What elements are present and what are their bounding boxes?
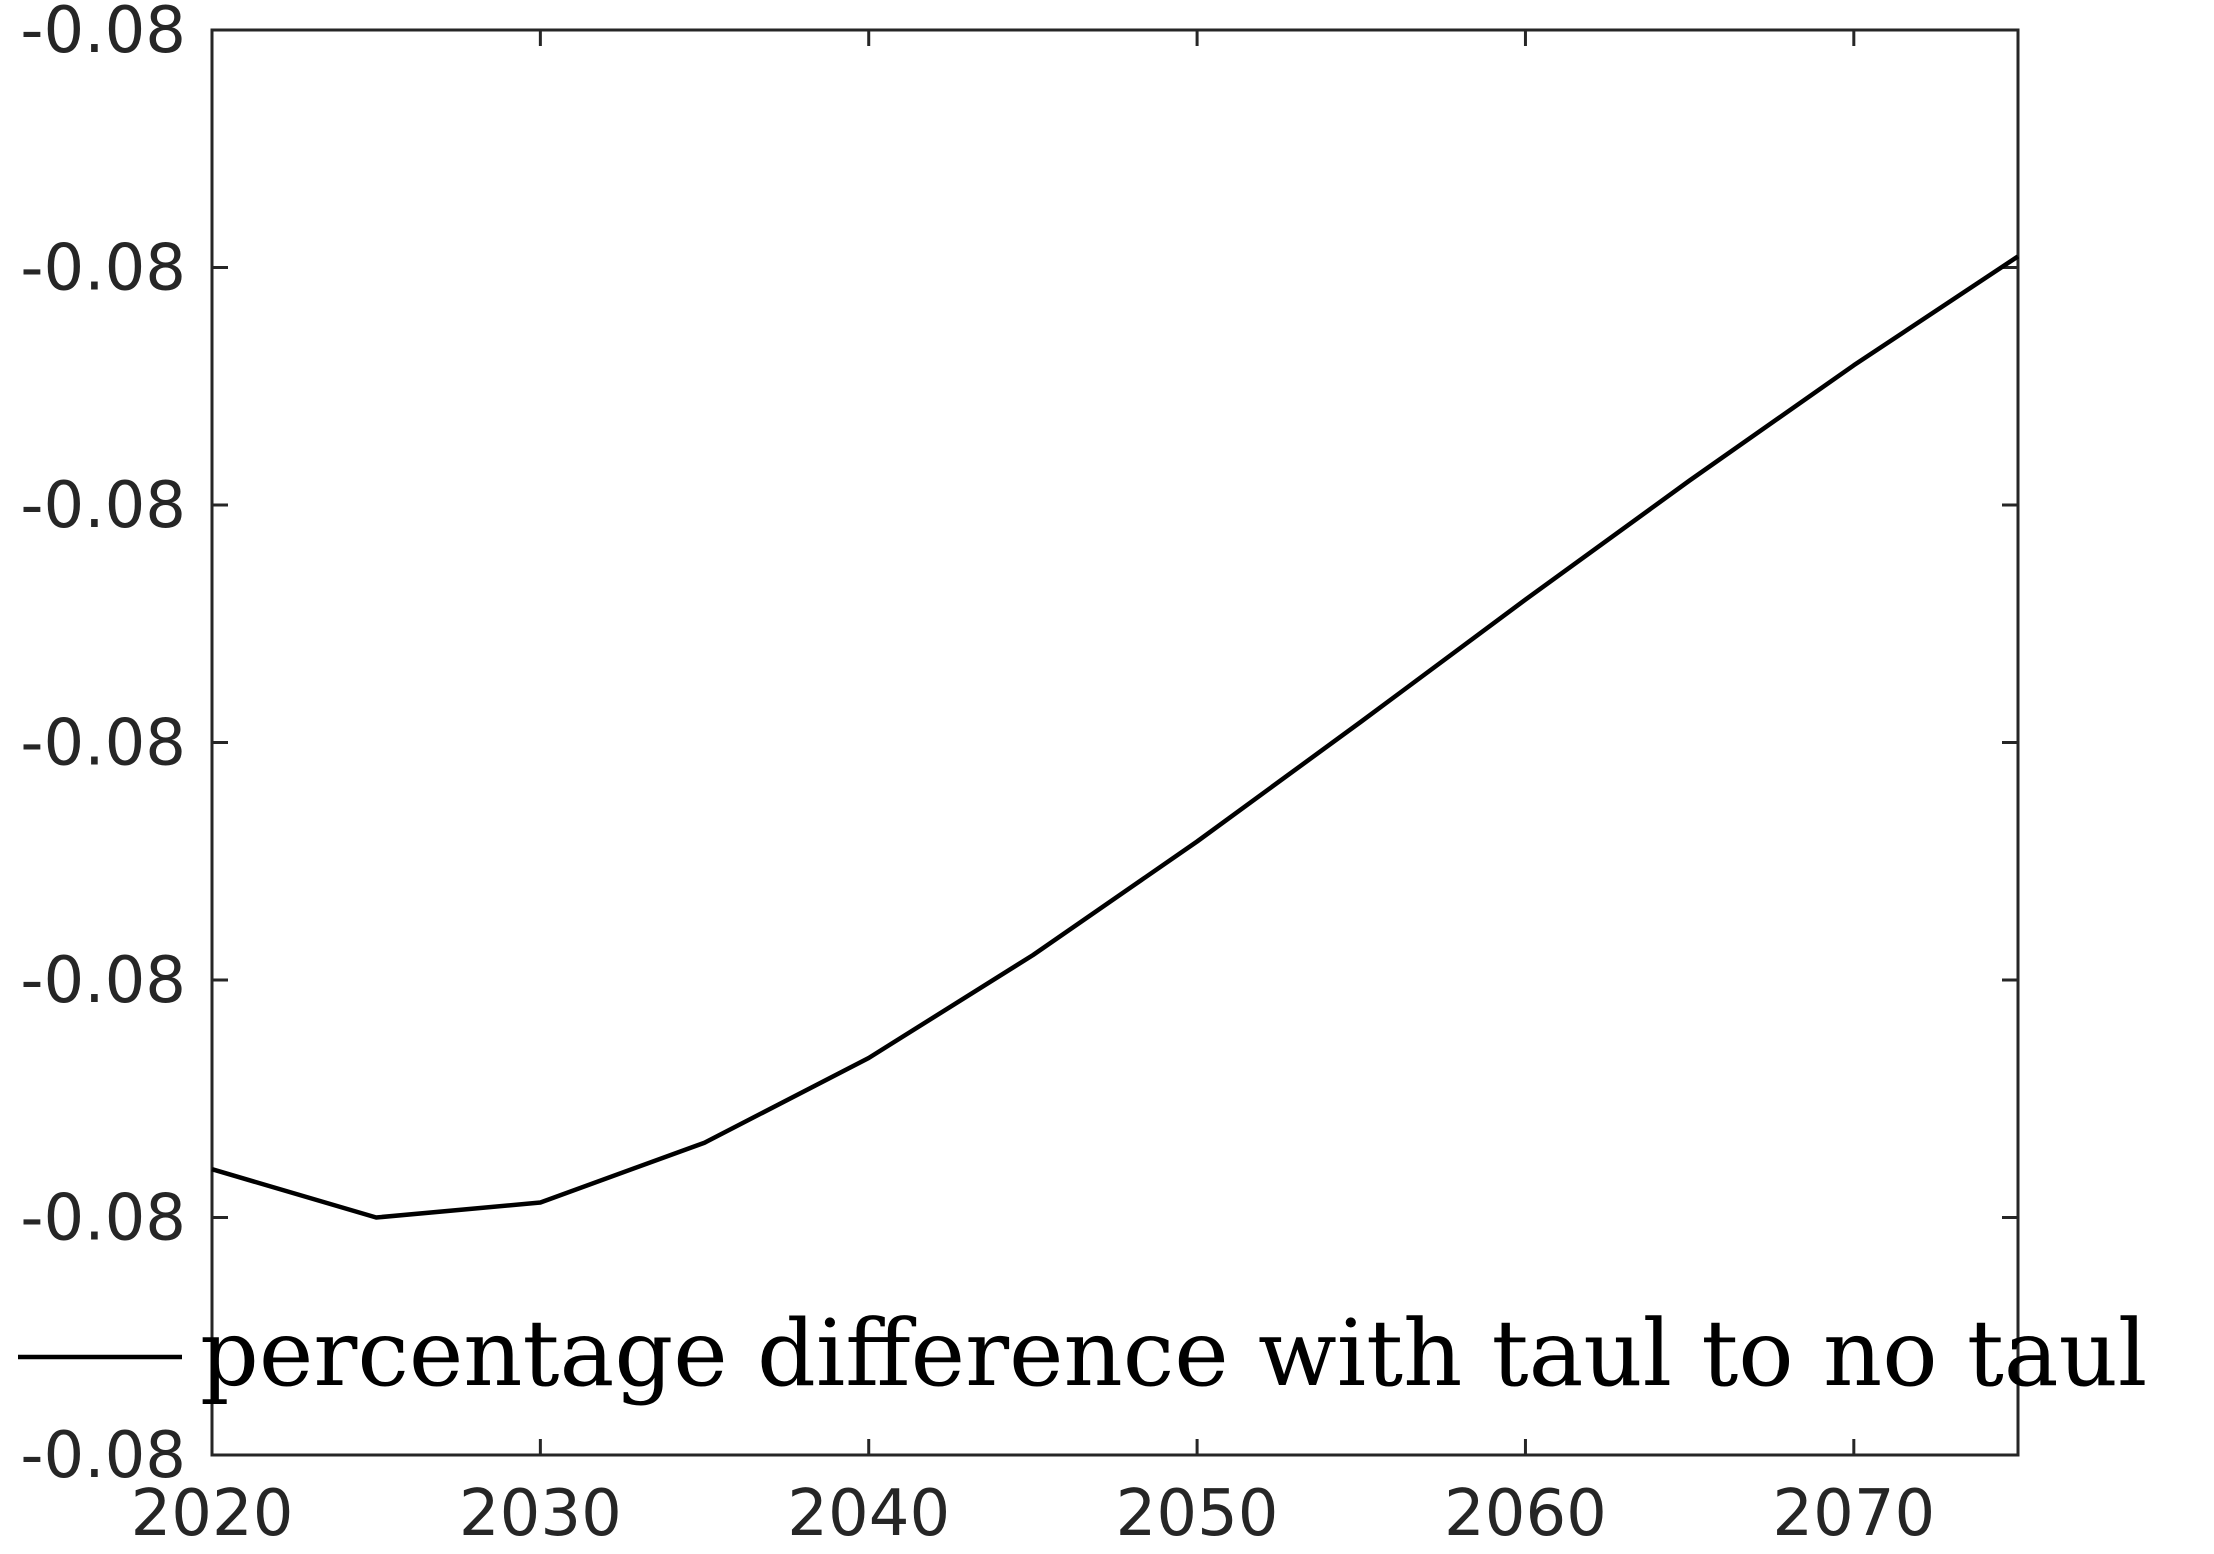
legend-label: percentage difference with taul to no ta… [200, 1300, 2147, 1407]
y-tick-label: -0.08 [20, 1182, 186, 1256]
x-axis-ticks: 2020 2030 2040 2050 2060 2070 [131, 30, 1935, 1551]
y-tick-label: -0.08 [20, 0, 186, 68]
x-tick-label: 2020 [131, 1477, 294, 1551]
legend: percentage difference with taul to no ta… [18, 1300, 2147, 1407]
plot-area [210, 28, 2020, 1457]
y-tick-label: -0.08 [20, 1419, 186, 1493]
y-tick-label: -0.08 [20, 469, 186, 543]
x-tick-label: 2040 [787, 1477, 950, 1551]
y-tick-label: -0.08 [20, 232, 186, 306]
y-tick-label: -0.08 [20, 707, 186, 781]
x-tick-label: 2060 [1444, 1477, 1607, 1551]
y-axis-ticks: -0.08 -0.08 -0.08 -0.08 -0.08 -0.08 -0.08 [20, 0, 2018, 1493]
y-tick-label: -0.08 [20, 944, 186, 1018]
x-tick-label: 2070 [1772, 1477, 1935, 1551]
x-tick-label: 2050 [1116, 1477, 1279, 1551]
x-tick-label: 2030 [459, 1477, 622, 1551]
series-line [211, 254, 2020, 1220]
